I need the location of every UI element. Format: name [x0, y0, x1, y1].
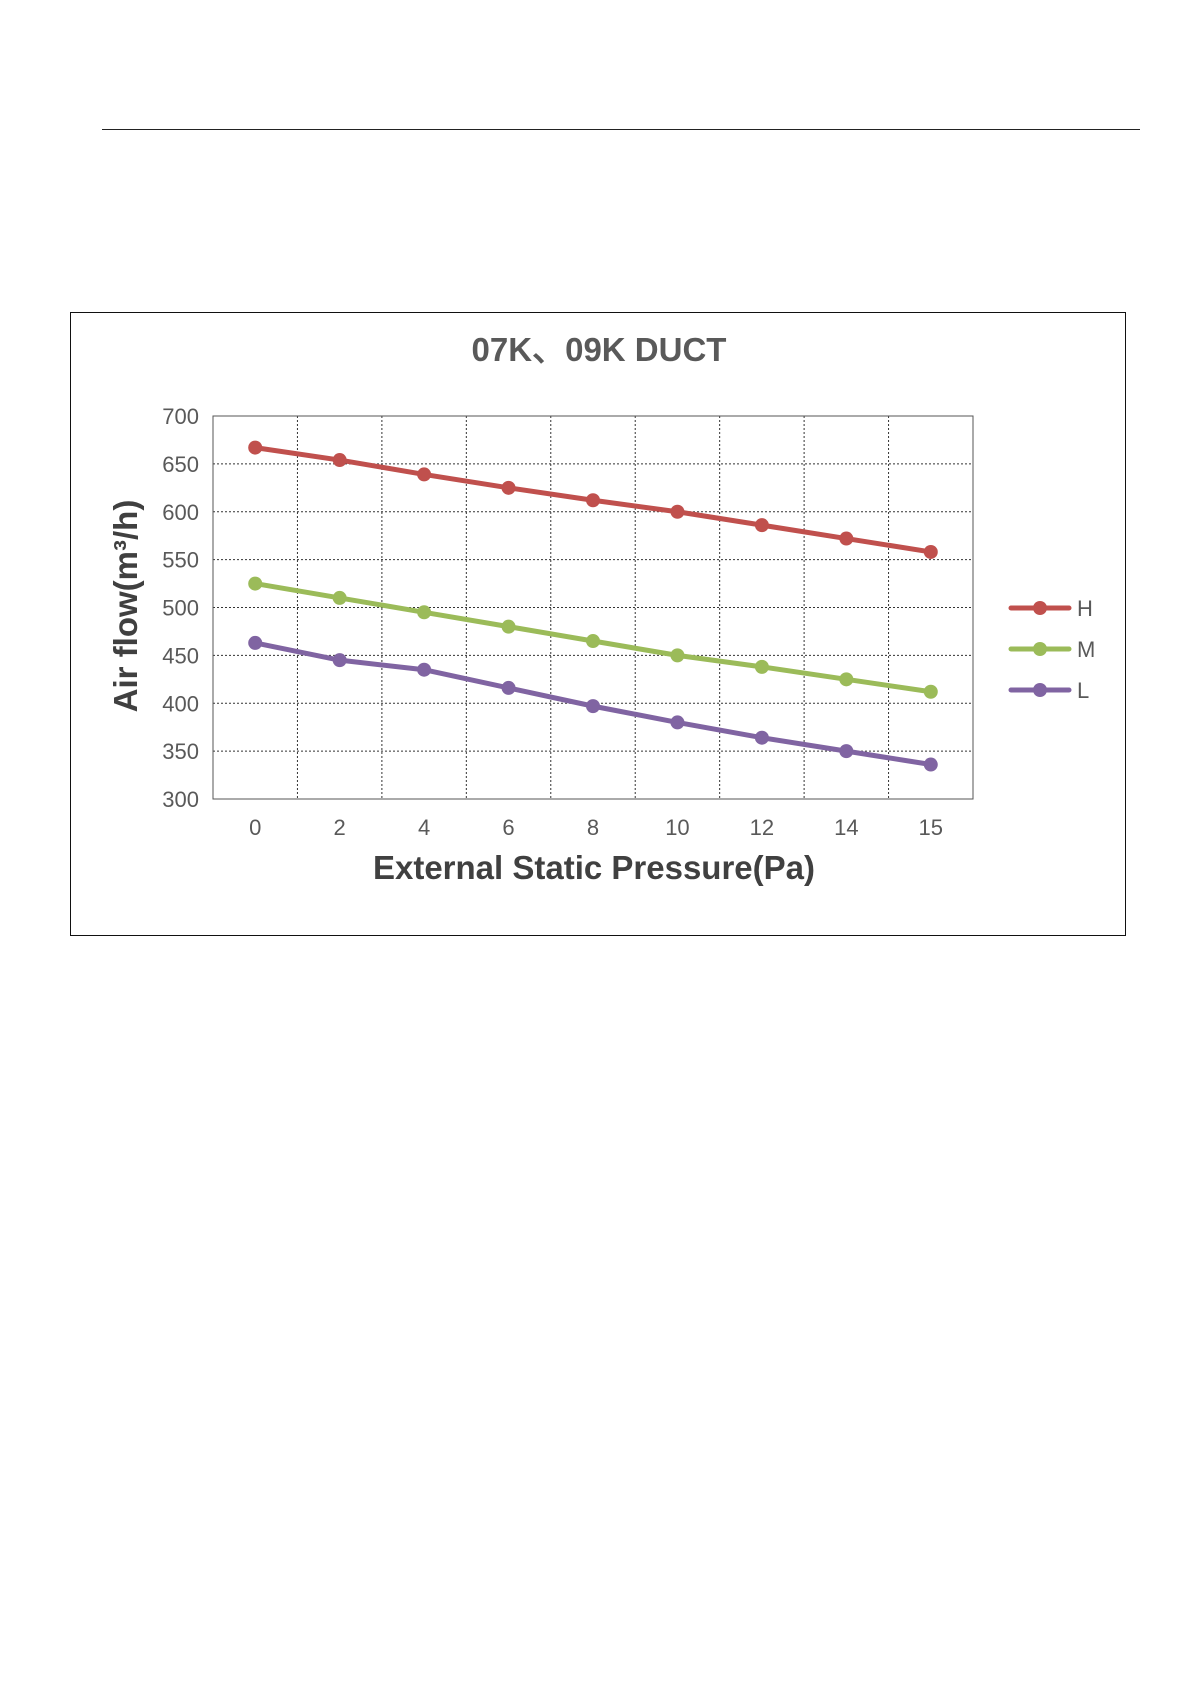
- x-tick-label: 4: [418, 815, 430, 840]
- chart-title: 07K、09K DUCT: [472, 331, 727, 368]
- data-point-M: [501, 619, 516, 634]
- data-point-L: [839, 744, 854, 759]
- x-tick-label: 2: [334, 815, 346, 840]
- y-tick-label: 650: [162, 452, 199, 477]
- y-tick-label: 300: [162, 787, 199, 812]
- legend-marker-L: [1033, 683, 1047, 697]
- y-tick-label: 400: [162, 691, 199, 716]
- x-axis-ticks: 0 2 4 6 8 10 12 14 15: [249, 815, 943, 840]
- legend-label-H: H: [1077, 596, 1093, 621]
- y-tick-label: 700: [162, 404, 199, 429]
- x-tick-label: 8: [587, 815, 599, 840]
- x-axis-title: External Static Pressure(Pa): [373, 849, 815, 886]
- x-tick-label: 12: [750, 815, 774, 840]
- data-point-M: [754, 659, 769, 674]
- y-axis-title: Air flow(m³/h): [107, 500, 144, 713]
- legend-marker-H: [1033, 601, 1047, 615]
- y-axis-ticks: 300 350 400 450 500 550 600 650 700: [162, 404, 199, 812]
- data-point-L: [501, 680, 516, 695]
- legend-marker-M: [1033, 642, 1047, 656]
- data-point-H: [586, 493, 600, 508]
- data-point-H: [501, 480, 516, 495]
- y-tick-label: 350: [162, 739, 199, 764]
- data-point-M: [839, 672, 854, 687]
- data-point-M: [670, 648, 685, 663]
- data-point-L: [586, 699, 600, 714]
- data-point-M: [248, 576, 263, 591]
- data-point-L: [332, 653, 347, 668]
- data-point-L: [670, 715, 685, 730]
- data-point-M: [332, 590, 347, 605]
- header-rule: [102, 129, 1140, 130]
- y-tick-label: 550: [162, 548, 199, 573]
- legend: HML: [1008, 596, 1095, 703]
- x-tick-label: 15: [919, 815, 943, 840]
- x-tick-label: 14: [834, 815, 858, 840]
- plot-area: [212, 415, 974, 800]
- x-tick-label: 6: [502, 815, 514, 840]
- data-point-H: [248, 440, 263, 455]
- legend-label-L: L: [1077, 678, 1089, 703]
- airflow-chart: 07K、09K DUCT 300 350 400 450 500 550 600 650 700…: [107, 331, 1095, 886]
- data-point-L: [248, 635, 263, 650]
- data-point-H: [417, 467, 432, 482]
- chart-frame: 07K、09K DUCT 300 350 400 450 500 550 600 650 700…: [70, 312, 1126, 936]
- data-point-H: [754, 518, 769, 533]
- data-point-L: [417, 662, 432, 677]
- series-group: [248, 440, 938, 772]
- y-tick-label: 450: [162, 643, 199, 668]
- y-tick-label: 600: [162, 500, 199, 525]
- data-point-H: [332, 453, 347, 468]
- legend-label-M: M: [1077, 637, 1095, 662]
- x-tick-label: 0: [249, 815, 261, 840]
- data-point-H: [923, 544, 938, 559]
- x-tick-label: 10: [665, 815, 689, 840]
- y-tick-label: 500: [162, 596, 199, 621]
- data-point-L: [923, 757, 938, 772]
- data-point-H: [839, 531, 854, 546]
- data-point-L: [754, 730, 769, 745]
- data-point-M: [923, 684, 938, 699]
- data-point-M: [417, 605, 432, 620]
- data-point-M: [586, 634, 600, 649]
- data-point-H: [670, 504, 685, 519]
- grid: [212, 415, 974, 800]
